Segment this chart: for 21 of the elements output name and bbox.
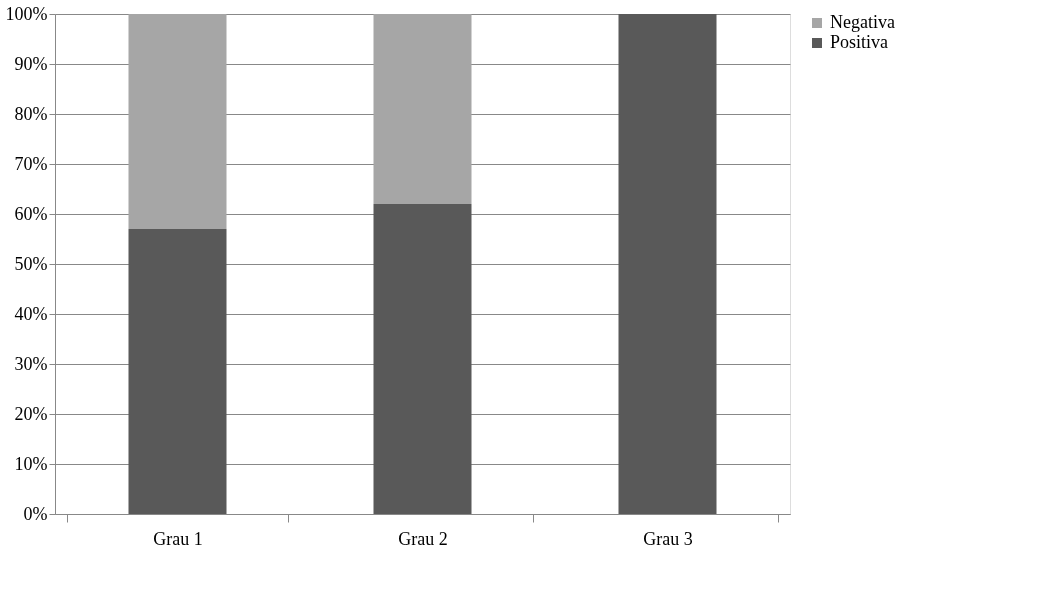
y-tick-label: 70% xyxy=(14,153,48,174)
x-tick-label: Grau 2 xyxy=(398,528,448,549)
y-tick-label: 100% xyxy=(5,3,48,24)
y-tick-label: 30% xyxy=(14,353,48,374)
legend-label: Positiva xyxy=(830,32,889,52)
bar xyxy=(373,14,472,204)
bar xyxy=(128,229,227,514)
y-tick-label: 20% xyxy=(14,403,48,424)
y-tick-label: 80% xyxy=(14,103,48,124)
bar xyxy=(373,204,472,514)
y-tick-label: 0% xyxy=(23,503,48,524)
x-tick-label: Grau 1 xyxy=(153,528,203,549)
bar xyxy=(618,14,717,514)
y-tick-label: 50% xyxy=(14,253,48,274)
y-tick-label: 60% xyxy=(14,203,48,224)
y-tick-label: 40% xyxy=(14,303,48,324)
y-tick-label: 90% xyxy=(14,53,48,74)
y-tick-label: 10% xyxy=(14,453,48,474)
bar xyxy=(128,14,227,229)
x-tick-label: Grau 3 xyxy=(643,528,693,549)
legend-label: Negativa xyxy=(830,12,895,32)
